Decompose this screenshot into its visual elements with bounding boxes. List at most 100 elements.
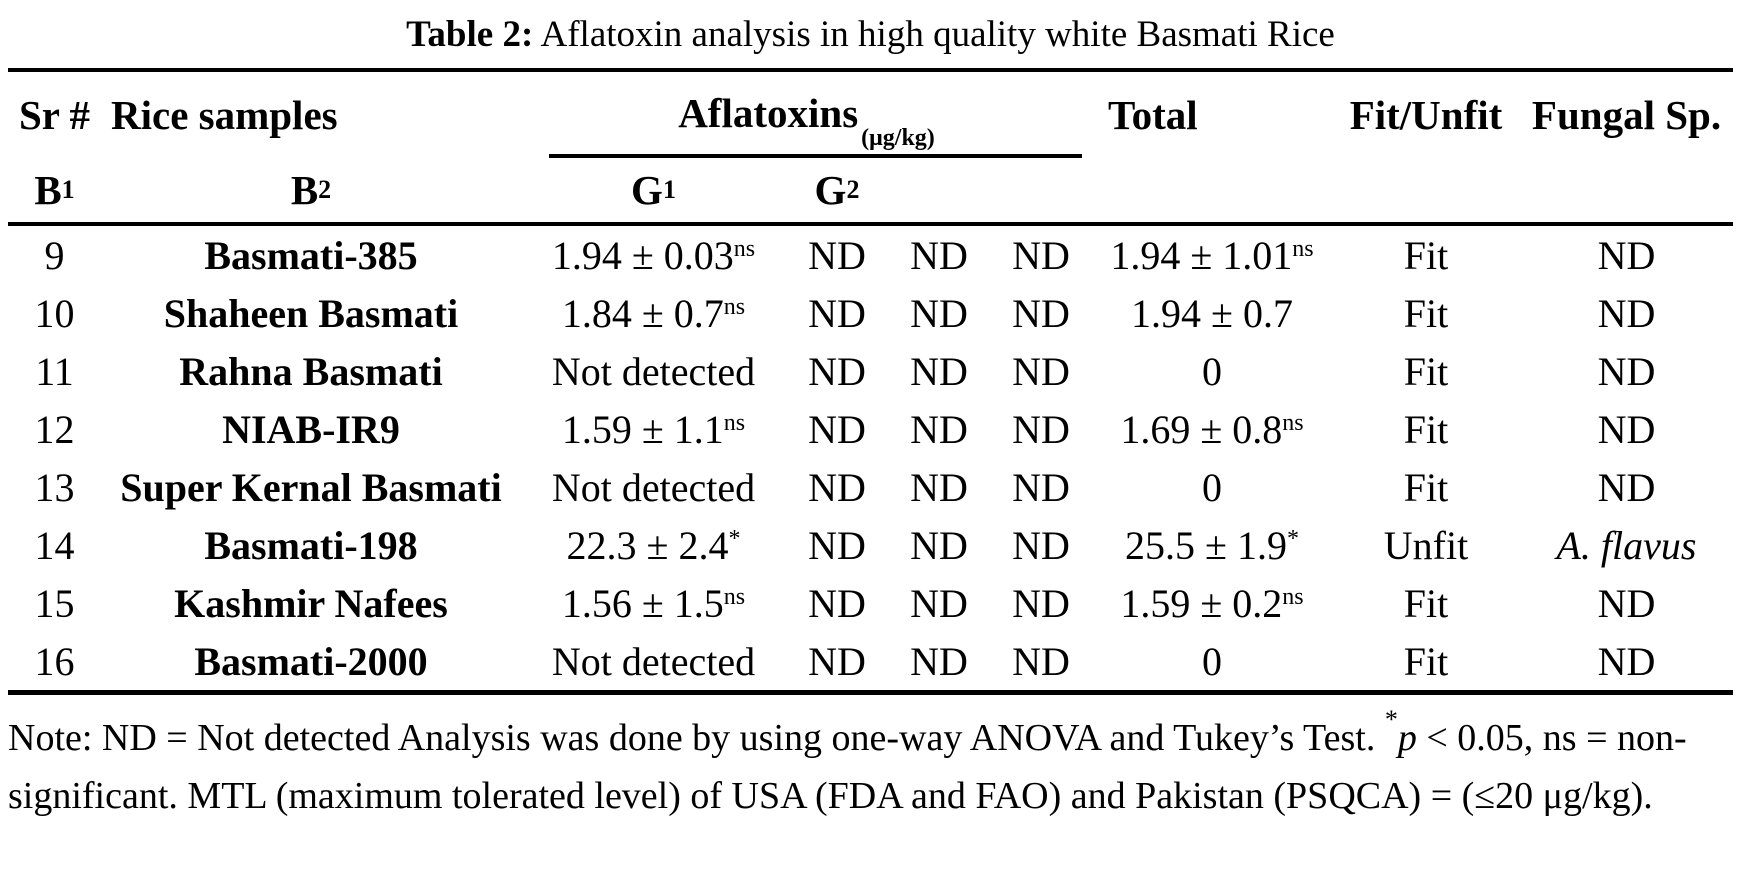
cell-sr: 12	[34, 406, 75, 452]
cell-fit-unfit: Fit	[1403, 464, 1449, 510]
footnote-p: p	[1397, 717, 1417, 759]
cell-fit-unfit: Fit	[1403, 638, 1449, 684]
footnote-star: *	[1384, 705, 1398, 735]
cell-aflatoxin-g2: ND	[1012, 638, 1070, 684]
subheader-empty	[1520, 158, 1733, 222]
cell-aflatoxin-g1: ND	[910, 464, 968, 510]
cell-total: 1.59 ± 0.2 ns	[1120, 580, 1304, 626]
cell-fungal-sp: ND	[1597, 406, 1656, 452]
header-aflatoxins-group: Aflatoxins (μg/kg)	[521, 72, 1092, 158]
cell-aflatoxin-g1: ND	[910, 290, 968, 336]
aflatoxin-table: Sr # Rice samples Aflatoxins (μg/kg) Tot…	[8, 68, 1733, 695]
cell-total: 0	[1202, 464, 1222, 510]
cell-aflatoxin-b1: 1.56 ± 1.5 ns	[561, 580, 746, 626]
header-total: Total	[1108, 92, 1198, 138]
cell-sr: 15	[34, 580, 75, 626]
cell-rice-sample: NIAB-IR9	[222, 406, 400, 452]
cell-aflatoxin-b2: ND	[808, 232, 866, 278]
cell-total: 0	[1202, 348, 1222, 394]
cell-aflatoxin-g2: ND	[1012, 290, 1070, 336]
cell-fit-unfit: Fit	[1403, 406, 1449, 452]
cell-aflatoxin-g1: ND	[910, 348, 968, 394]
cell-sr: 10	[34, 290, 75, 336]
cell-total: 0	[1202, 638, 1222, 684]
header-sr: Sr #	[18, 92, 90, 138]
cell-aflatoxin-g1: ND	[910, 406, 968, 452]
cell-aflatoxin-g1: ND	[910, 580, 968, 626]
cell-sr: 16	[34, 638, 75, 684]
cell-aflatoxin-b1: 22.3 ± 2.4 *	[566, 522, 741, 568]
rule-under-subheader	[8, 222, 1733, 226]
cell-fit-unfit: Fit	[1403, 580, 1449, 626]
subheader-empty	[1332, 158, 1520, 222]
cell-aflatoxin-g2: ND	[1012, 232, 1070, 278]
cell-aflatoxin-g2: ND	[1012, 522, 1070, 568]
cell-total: 1.94 ± 0.7	[1131, 290, 1293, 336]
cell-fungal-sp: ND	[1597, 638, 1656, 684]
cell-aflatoxin-g2: ND	[1012, 348, 1070, 394]
caption-label: Table 2:	[406, 14, 534, 55]
cell-fit-unfit: Fit	[1403, 348, 1449, 394]
cell-aflatoxin-b2: ND	[808, 464, 866, 510]
cell-aflatoxin-g2: ND	[1012, 406, 1070, 452]
cell-fungal-sp: ND	[1597, 348, 1656, 394]
header-fungal-sp: Fungal Sp.	[1531, 92, 1722, 138]
cell-aflatoxin-b2: ND	[808, 348, 866, 394]
cell-rice-sample: Super Kernal Basmati	[120, 464, 502, 510]
cell-aflatoxin-b2: ND	[808, 290, 866, 336]
cell-sr: 11	[35, 348, 74, 394]
aflatoxins-text: Aflatoxins	[678, 90, 859, 136]
caption-text: Aflatoxin analysis in high quality white…	[540, 14, 1335, 55]
rule-bottom	[8, 690, 1733, 695]
header-aflatoxins-label: Aflatoxins (μg/kg)	[521, 72, 1092, 154]
cell-rice-sample: Basmati-385	[204, 232, 418, 278]
cell-aflatoxin-g1: ND	[910, 522, 968, 568]
cell-fungal-sp: ND	[1597, 290, 1656, 336]
aflatoxins-unit: (μg/kg)	[861, 125, 935, 151]
cell-fungal-sp: A. flavus	[1556, 522, 1697, 568]
cell-total: 1.69 ± 0.8 ns	[1120, 406, 1304, 452]
cell-aflatoxin-b2: ND	[808, 638, 866, 684]
cell-total: 1.94 ± 1.01 ns	[1110, 232, 1314, 278]
cell-fit-unfit: Fit	[1403, 232, 1449, 278]
cell-aflatoxin-b1: Not detected	[551, 464, 756, 510]
footnote-text: Note: ND = Not detected Analysis was don…	[8, 717, 1385, 759]
cell-sr: 13	[34, 464, 75, 510]
header-fit-unfit: Fit/Unfit	[1349, 92, 1503, 138]
cell-aflatoxin-b2: ND	[808, 580, 866, 626]
subheader-empty	[990, 158, 1092, 222]
cell-rice-sample: Kashmir Nafees	[174, 580, 448, 626]
subheader-empty	[888, 158, 990, 222]
cell-aflatoxin-b1: 1.94 ± 0.03 ns	[551, 232, 756, 278]
table-footnote: Note: ND = Not detected Analysis was don…	[8, 707, 1733, 825]
cell-aflatoxin-g1: ND	[910, 638, 968, 684]
cell-aflatoxin-b1: 1.59 ± 1.1 ns	[561, 406, 746, 452]
cell-aflatoxin-b1: Not detected	[551, 638, 756, 684]
cell-rice-sample: Shaheen Basmati	[163, 290, 459, 336]
cell-fit-unfit: Unfit	[1383, 522, 1469, 568]
cell-sr: 14	[34, 522, 75, 568]
cell-aflatoxin-g2: ND	[1012, 580, 1070, 626]
cell-rice-sample: Rahna Basmati	[179, 348, 443, 394]
cell-aflatoxin-g2: ND	[1012, 464, 1070, 510]
cell-fungal-sp: ND	[1597, 232, 1656, 278]
cell-total: 25.5 ± 1.9 *	[1125, 522, 1299, 568]
cell-aflatoxin-b1: Not detected	[551, 348, 756, 394]
table-caption: Table 2: Aflatoxin analysis in high qual…	[8, 4, 1733, 68]
cell-fungal-sp: ND	[1597, 464, 1656, 510]
cell-fungal-sp: ND	[1597, 580, 1656, 626]
aflatoxins-underline	[549, 154, 1082, 158]
footnote-text: < 0.05, ns = non-significant. MTL (maxim…	[8, 717, 1687, 817]
cell-aflatoxin-g1: ND	[910, 232, 968, 278]
header-rice-samples: Rice samples	[111, 92, 338, 138]
cell-rice-sample: Basmati-198	[204, 522, 418, 568]
page: Table 2: Aflatoxin analysis in high qual…	[8, 4, 1733, 825]
cell-rice-sample: Basmati-2000	[194, 638, 428, 684]
cell-aflatoxin-b1: 1.84 ± 0.7 ns	[561, 290, 746, 336]
cell-aflatoxin-b2: ND	[808, 522, 866, 568]
cell-aflatoxin-b2: ND	[808, 406, 866, 452]
